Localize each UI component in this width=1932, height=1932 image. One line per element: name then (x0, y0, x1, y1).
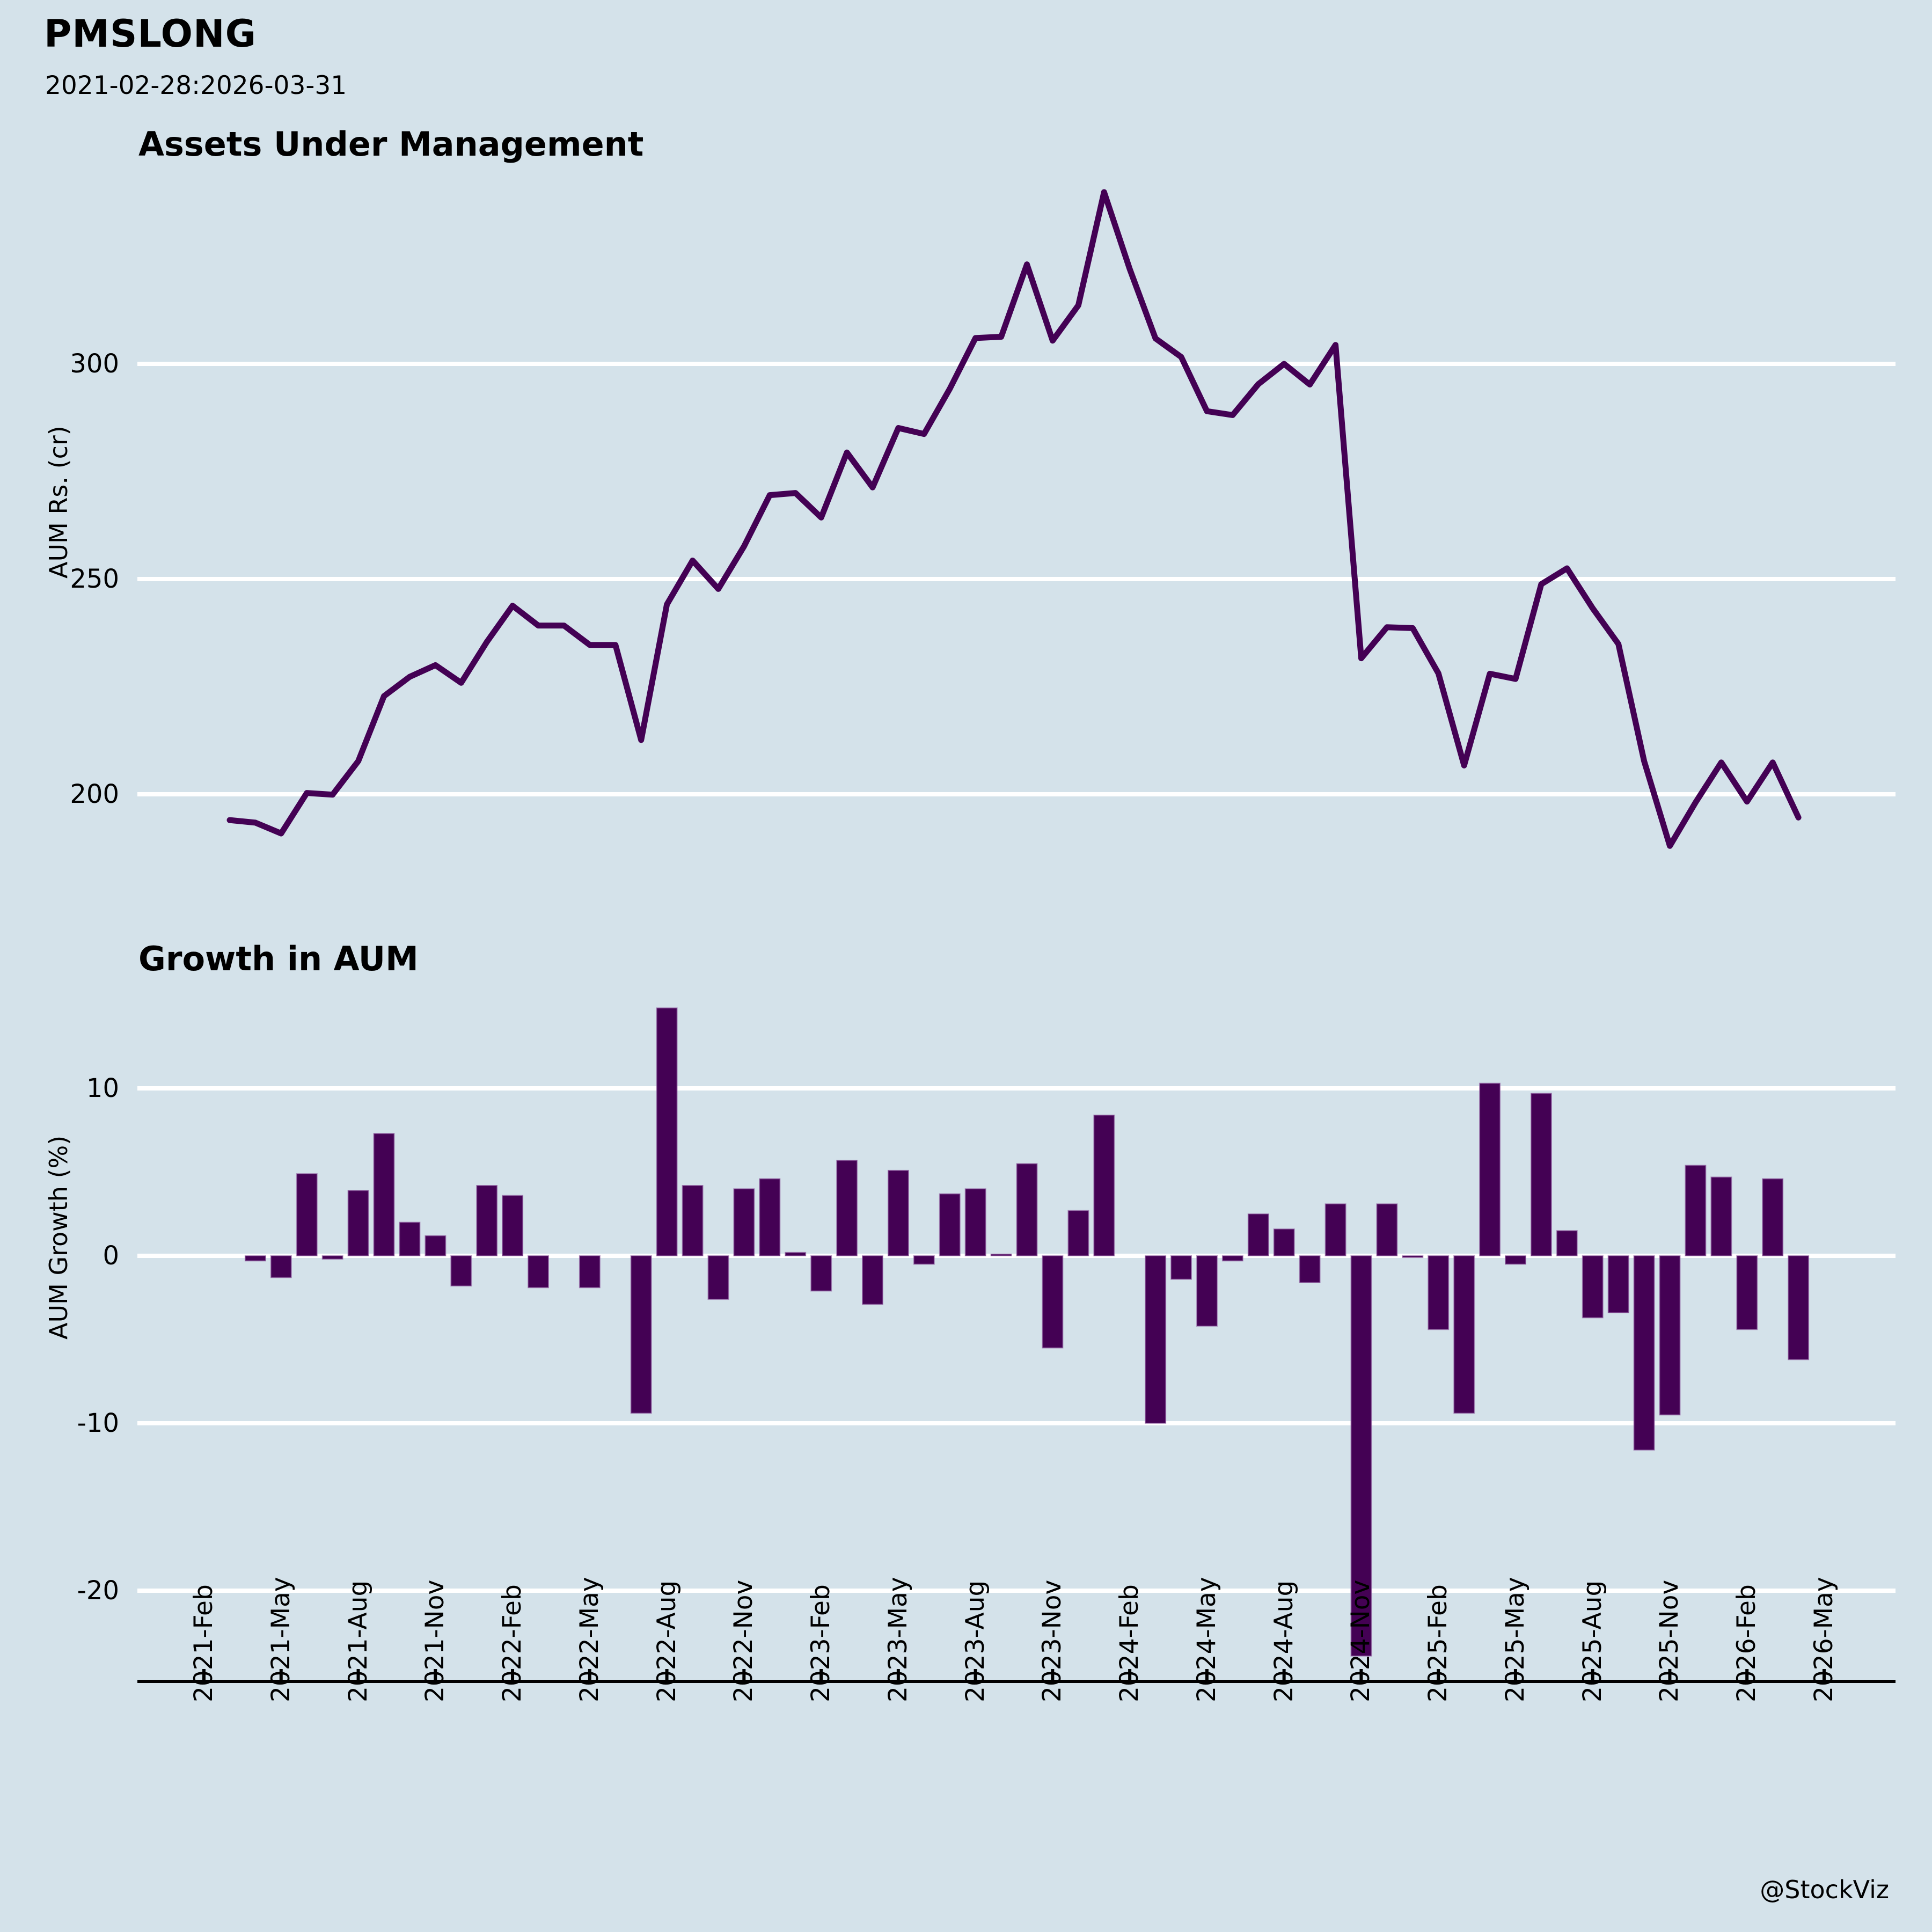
growth-bar (1247, 1213, 1269, 1256)
growth-bar (1196, 1255, 1218, 1327)
growth-bar (1788, 1255, 1810, 1360)
growth-bar (321, 1255, 343, 1260)
growth-bar (450, 1255, 472, 1287)
growth-bar (1221, 1255, 1243, 1262)
growth-bar (913, 1255, 935, 1265)
growth-bar (759, 1178, 781, 1256)
growth-bar (785, 1252, 807, 1257)
growth-bar (1479, 1082, 1501, 1256)
growth-bar (1607, 1255, 1629, 1314)
growth-bar (1402, 1255, 1424, 1258)
y-tick-label: 10 (86, 1073, 119, 1103)
growth-bar (373, 1133, 395, 1256)
growth-bar (1710, 1176, 1732, 1256)
growth-bar (1633, 1255, 1655, 1451)
growth-bar (1067, 1210, 1089, 1257)
growth-bar (1530, 1093, 1552, 1257)
growth-bar (733, 1188, 755, 1256)
growth-bar (347, 1190, 369, 1257)
growth-bar (1556, 1230, 1578, 1256)
growth-bar (887, 1169, 909, 1256)
growth-bar (244, 1255, 266, 1262)
growth-bar (1299, 1255, 1321, 1283)
stockviz-watermark: @StockViz (1760, 1875, 1889, 1904)
growth-bar (296, 1173, 318, 1257)
growth-bar (270, 1255, 292, 1278)
growth-bar (528, 1255, 549, 1289)
growth-bar (964, 1188, 986, 1256)
growth-bar (476, 1185, 498, 1256)
growth-bar (1736, 1255, 1758, 1330)
y-tick-label: 250 (70, 564, 119, 594)
aum-line-series (226, 189, 1802, 849)
growth-bar (1762, 1178, 1784, 1256)
growth-bar (1042, 1255, 1064, 1349)
growth-bar (1170, 1255, 1192, 1280)
y-tick-label: -20 (77, 1576, 119, 1606)
growth-bar (1582, 1255, 1604, 1319)
growth-bar (1016, 1163, 1038, 1256)
growth-bar (399, 1221, 421, 1257)
growth-bar (707, 1255, 729, 1300)
growth-bar (836, 1160, 858, 1256)
growth-bar (990, 1253, 1012, 1256)
y-tick-label: -10 (77, 1408, 119, 1438)
growth-bar (939, 1193, 961, 1257)
growth-chart-title: Growth in AUM (138, 939, 419, 978)
growth-bar (1350, 1255, 1372, 1657)
growth-bar (1145, 1255, 1167, 1424)
growth-bar (1093, 1114, 1115, 1256)
growth-bar (1428, 1255, 1450, 1330)
growth-bar (502, 1195, 524, 1256)
y-tick-label: 200 (70, 779, 119, 809)
growth-bar (1685, 1165, 1707, 1256)
y-tick-label: 0 (103, 1241, 119, 1271)
growth-bar (1659, 1255, 1681, 1416)
date-range-subtitle: 2021-02-28:2026-03-31 (45, 71, 347, 100)
growth-bar (1324, 1203, 1346, 1257)
growth-bar (1453, 1255, 1475, 1414)
growth-bar (425, 1235, 447, 1257)
page-title: PMSLONG (44, 12, 257, 56)
growth-bar (862, 1255, 883, 1305)
growth-bar (1505, 1255, 1526, 1265)
growth-bar (1376, 1203, 1398, 1257)
y-tick-label: 300 (70, 349, 119, 379)
growth-bar (810, 1255, 832, 1292)
growth-bar (682, 1185, 704, 1256)
growth-bar (630, 1255, 652, 1414)
growth-bar (579, 1255, 601, 1289)
aum-chart-title: Assets Under Management (138, 125, 644, 164)
growth-bar (1273, 1228, 1295, 1257)
growth-bar (656, 1007, 678, 1256)
